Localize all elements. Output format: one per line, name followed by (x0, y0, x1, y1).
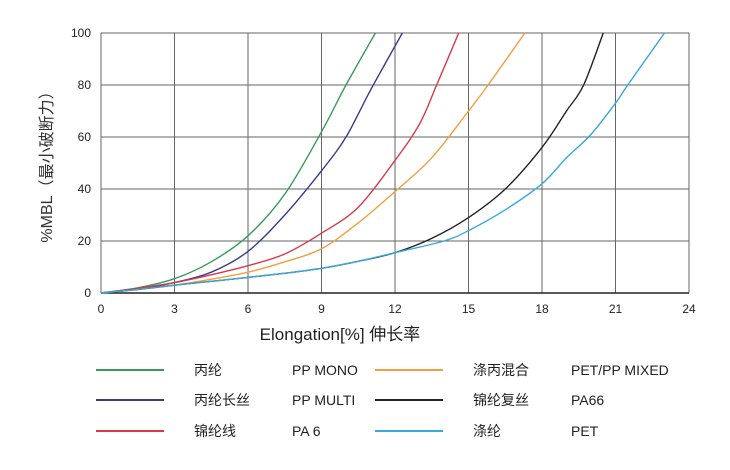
x-tick-label: 21 (609, 302, 623, 316)
x-tick-label: 3 (171, 302, 178, 316)
x-tick-label: 6 (245, 302, 252, 316)
series-lines (100, 32, 666, 294)
series-line-pp-mono (100, 32, 377, 294)
x-tick-label: 24 (682, 302, 696, 316)
x-axis-label: Elongation[%] 伸长率 (260, 325, 421, 344)
y-tick-label: 20 (78, 234, 92, 248)
series-line-pa66 (100, 32, 604, 294)
y-axis-label: %MBL（最小破断力） (38, 83, 56, 242)
x-tick-label: 0 (98, 302, 105, 316)
x-tick-label: 9 (318, 302, 325, 316)
x-tick-label: 12 (388, 302, 402, 316)
series-line-pet-pp-mixed (100, 32, 526, 294)
y-tick-label: 40 (78, 182, 92, 196)
x-tick-label: 18 (535, 302, 549, 316)
y-tick-label: 0 (84, 286, 91, 300)
tick-labels: 0 3 6 9 12 15 18 21 24 0 20 40 60 80 100 (71, 26, 696, 316)
x-tick-label: 15 (462, 302, 476, 316)
y-tick-label: 60 (78, 130, 92, 144)
series-line-pet (100, 32, 666, 294)
series-line-pa-6 (100, 32, 460, 294)
y-tick-label: 80 (78, 78, 92, 92)
grid (100, 32, 690, 294)
series-line-pp-multi (100, 32, 403, 294)
y-tick-label: 100 (71, 26, 91, 40)
